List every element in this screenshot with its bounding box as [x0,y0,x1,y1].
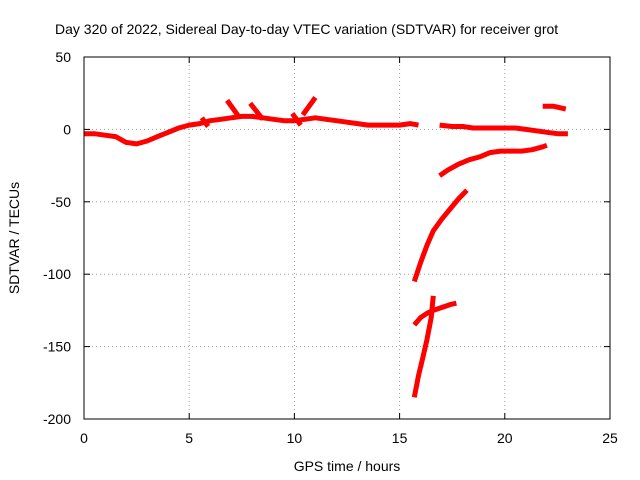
y-tick-label: -200 [43,411,71,427]
x-tick-label: 25 [602,430,618,446]
chart-title: Day 320 of 2022, Sidereal Day-to-day VTE… [55,21,558,37]
series-track-12 [411,295,436,398]
series-track-1 [84,113,419,147]
series-track-11 [412,300,457,327]
series-track-9 [438,142,548,178]
axis-ticks [83,56,611,420]
series-track-10 [411,188,469,283]
series-track-3 [225,98,242,120]
y-tick-label: -50 [51,194,71,210]
data-series [84,96,568,398]
y-tick-label: -100 [43,266,71,282]
plot-frame [83,56,611,420]
x-tick-label: 20 [497,430,513,446]
grid-lines [84,57,610,419]
series-track-4 [248,101,265,121]
y-tick-label: -150 [43,339,71,355]
x-tick-label: 0 [80,430,88,446]
series-track-8 [542,103,567,112]
tick-labels: 0 5 10 15 20 25 -200 -150 -100 -50 0 50 [43,49,618,446]
series-track-6 [300,96,318,117]
x-tick-label: 15 [392,430,408,446]
series-track-7 [439,122,568,137]
x-tick-label: 10 [287,430,303,446]
series-track-5 [290,112,303,127]
y-tick-label: 50 [55,49,71,65]
series-track-2 [199,116,211,128]
x-axis-label: GPS time / hours [294,458,401,474]
y-tick-label: 0 [63,121,71,137]
y-axis-label: SDTVAR / TECUs [6,182,22,294]
x-tick-label: 5 [185,430,193,446]
